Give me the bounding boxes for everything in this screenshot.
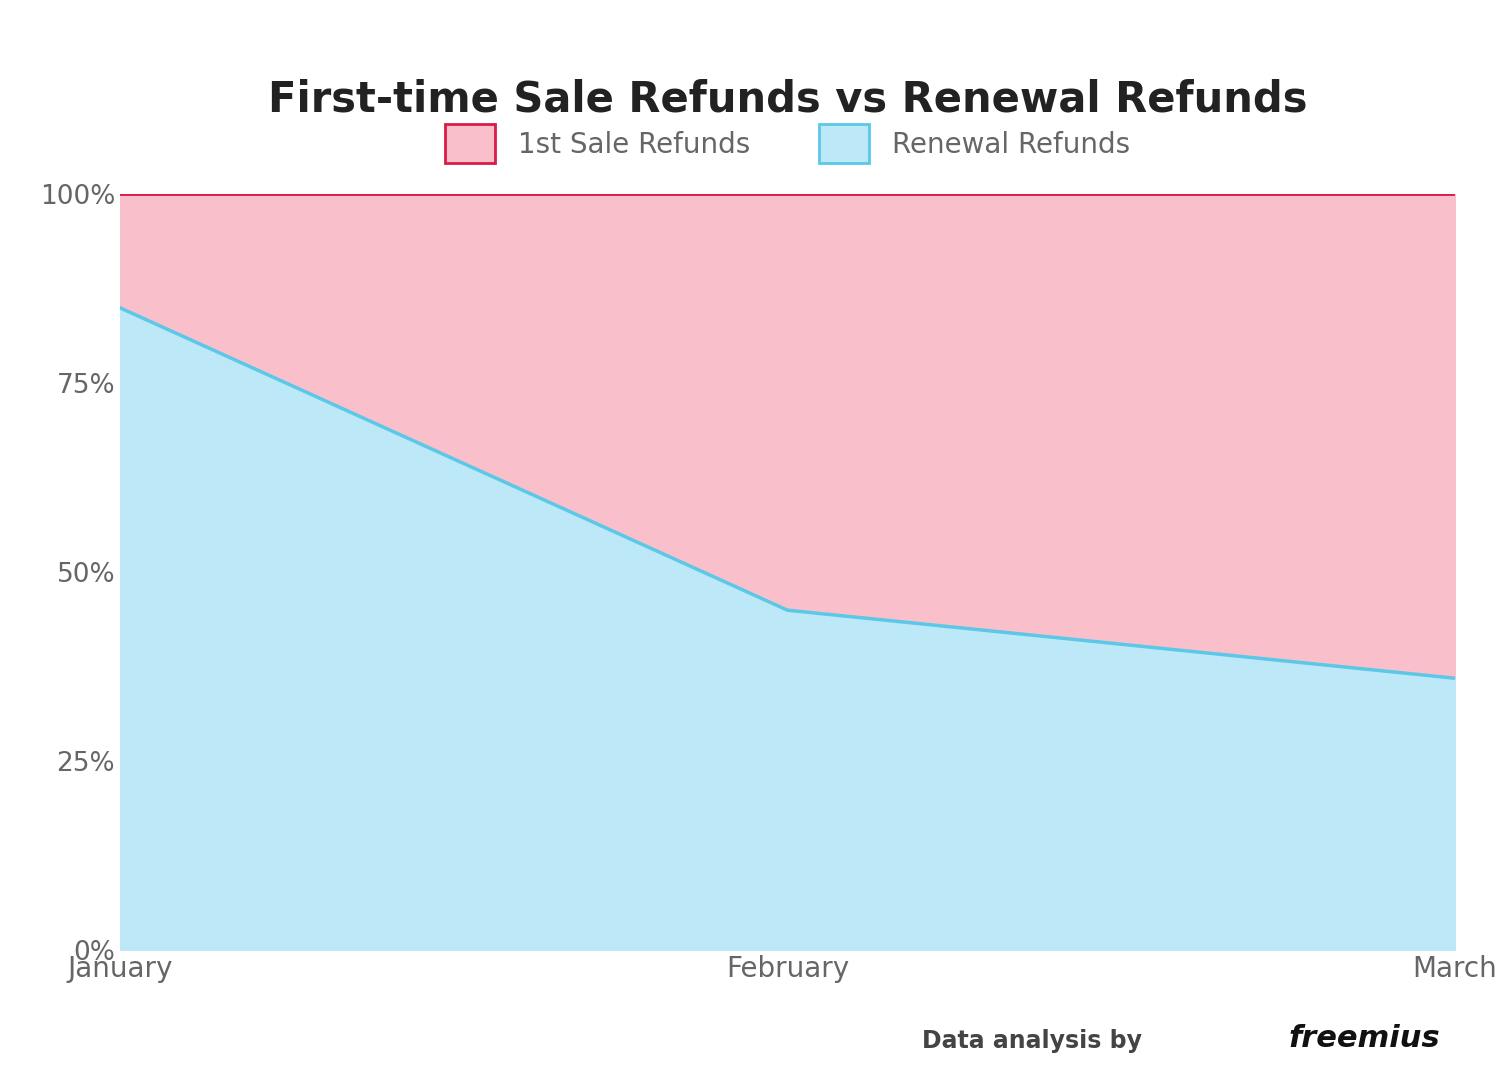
Title: First-time Sale Refunds vs Renewal Refunds: First-time Sale Refunds vs Renewal Refun… — [267, 78, 1306, 120]
Legend: 1st Sale Refunds, Renewal Refunds: 1st Sale Refunds, Renewal Refunds — [432, 110, 1143, 177]
Text: Data analysis by: Data analysis by — [922, 1029, 1143, 1053]
Text: freemius: freemius — [1288, 1024, 1440, 1053]
